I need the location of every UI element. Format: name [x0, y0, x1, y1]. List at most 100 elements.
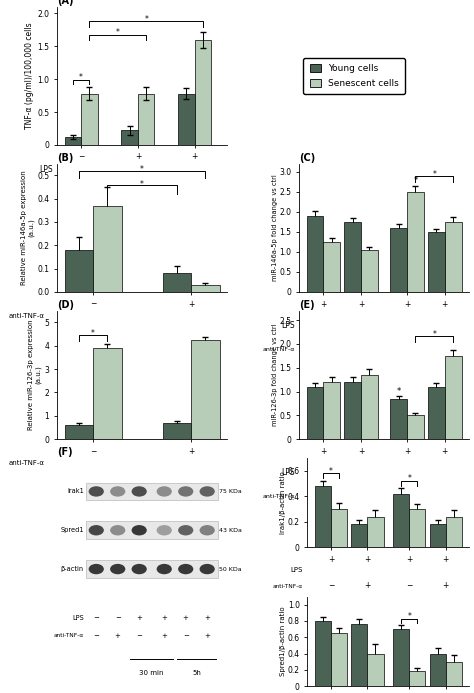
Bar — [367, 516, 383, 547]
Ellipse shape — [178, 525, 193, 536]
Bar — [93, 206, 122, 292]
Bar — [121, 130, 138, 145]
Y-axis label: Relative miR-146a-5p expression
(a.u.): Relative miR-146a-5p expression (a.u.) — [21, 170, 34, 285]
Text: +: + — [204, 633, 210, 639]
Text: −: − — [406, 581, 412, 590]
FancyBboxPatch shape — [85, 560, 218, 578]
Bar — [344, 382, 361, 439]
Text: (D): (D) — [57, 300, 74, 310]
Ellipse shape — [110, 486, 125, 497]
Text: +: + — [183, 615, 189, 620]
Bar — [393, 493, 410, 547]
Text: +: + — [136, 615, 142, 620]
Bar — [195, 40, 211, 145]
Text: *: * — [140, 165, 144, 174]
Y-axis label: TNF-α (pg/ml)/100,000 cells: TNF-α (pg/ml)/100,000 cells — [25, 23, 34, 129]
Ellipse shape — [156, 486, 172, 497]
Ellipse shape — [156, 564, 172, 574]
Text: 5h: 5h — [192, 670, 201, 676]
Text: LPS: LPS — [291, 568, 303, 573]
Text: anti-TNF-α: anti-TNF-α — [262, 347, 294, 352]
Ellipse shape — [110, 564, 125, 574]
Ellipse shape — [178, 486, 193, 497]
Text: −: − — [136, 633, 142, 639]
Text: LPS: LPS — [281, 468, 294, 477]
Bar — [428, 387, 445, 439]
Text: *: * — [413, 176, 418, 185]
Ellipse shape — [132, 486, 147, 497]
Text: +: + — [442, 491, 448, 500]
Ellipse shape — [178, 564, 193, 574]
Text: +: + — [364, 581, 371, 590]
Text: (E): (E) — [299, 300, 314, 310]
Bar — [410, 509, 426, 547]
Bar — [81, 94, 98, 145]
Text: Irak1: Irak1 — [67, 489, 84, 494]
Ellipse shape — [89, 564, 104, 574]
Text: *: * — [407, 474, 411, 483]
Text: *: * — [140, 180, 144, 189]
Text: −: − — [93, 633, 99, 639]
Text: anti-TNF-α: anti-TNF-α — [8, 313, 44, 319]
Text: −: − — [115, 615, 121, 620]
FancyBboxPatch shape — [85, 482, 218, 500]
Text: *: * — [329, 466, 333, 475]
Text: +: + — [161, 615, 167, 620]
Text: +: + — [442, 344, 448, 353]
Bar — [93, 348, 122, 439]
Bar — [344, 222, 361, 292]
Text: (F): (F) — [57, 447, 73, 457]
Bar — [315, 486, 331, 547]
Text: 5 h: 5 h — [420, 522, 432, 531]
Bar — [429, 525, 446, 547]
Text: *: * — [144, 15, 148, 24]
Bar — [428, 231, 445, 292]
Bar — [446, 662, 462, 686]
Text: Spred1: Spred1 — [60, 527, 84, 533]
Text: LPS: LPS — [39, 166, 53, 175]
Text: (A): (A) — [57, 0, 73, 6]
Ellipse shape — [132, 564, 147, 574]
Bar — [367, 653, 383, 686]
Bar — [351, 624, 367, 686]
Y-axis label: Irak1/β-actin ratio: Irak1/β-actin ratio — [280, 471, 286, 534]
Ellipse shape — [132, 525, 147, 536]
Y-axis label: miR-126-3p fold change vs ctrl: miR-126-3p fold change vs ctrl — [272, 324, 278, 426]
Bar — [445, 222, 462, 292]
Text: 30 min: 30 min — [329, 522, 356, 531]
Text: +: + — [161, 633, 167, 639]
Text: 30 min: 30 min — [139, 670, 164, 676]
Text: *: * — [116, 28, 120, 37]
Text: *: * — [432, 330, 436, 339]
Bar — [410, 672, 426, 686]
Text: *: * — [91, 329, 95, 338]
Text: −: − — [183, 633, 189, 639]
Text: +: + — [204, 615, 210, 620]
Bar — [64, 137, 81, 145]
Text: 43 KDa: 43 KDa — [219, 528, 242, 533]
Bar — [407, 415, 424, 439]
Bar — [191, 285, 219, 292]
Bar — [315, 621, 331, 686]
Text: 50 KDa: 50 KDa — [219, 567, 241, 572]
Bar — [407, 192, 424, 292]
Text: +: + — [358, 344, 364, 353]
Text: 5 h: 5 h — [189, 185, 201, 194]
Text: −: − — [320, 344, 327, 353]
Legend: Young cells, Senescent cells: Young cells, Senescent cells — [303, 58, 405, 94]
Text: +: + — [115, 633, 121, 639]
Y-axis label: Spred1/β-actin ratio: Spred1/β-actin ratio — [280, 606, 286, 676]
Bar — [191, 340, 219, 439]
Bar — [307, 387, 323, 439]
Y-axis label: miR-146a-5p fold change vs ctrl: miR-146a-5p fold change vs ctrl — [272, 175, 278, 281]
Ellipse shape — [89, 486, 104, 497]
Bar — [390, 398, 407, 439]
Bar — [445, 356, 462, 439]
Text: *: * — [432, 170, 436, 179]
Text: 30 min: 30 min — [329, 375, 356, 384]
Text: −: − — [404, 344, 410, 353]
Bar — [361, 375, 378, 439]
Bar — [331, 633, 347, 686]
Text: anti-TNF-α: anti-TNF-α — [8, 459, 44, 466]
Text: *: * — [407, 613, 411, 622]
